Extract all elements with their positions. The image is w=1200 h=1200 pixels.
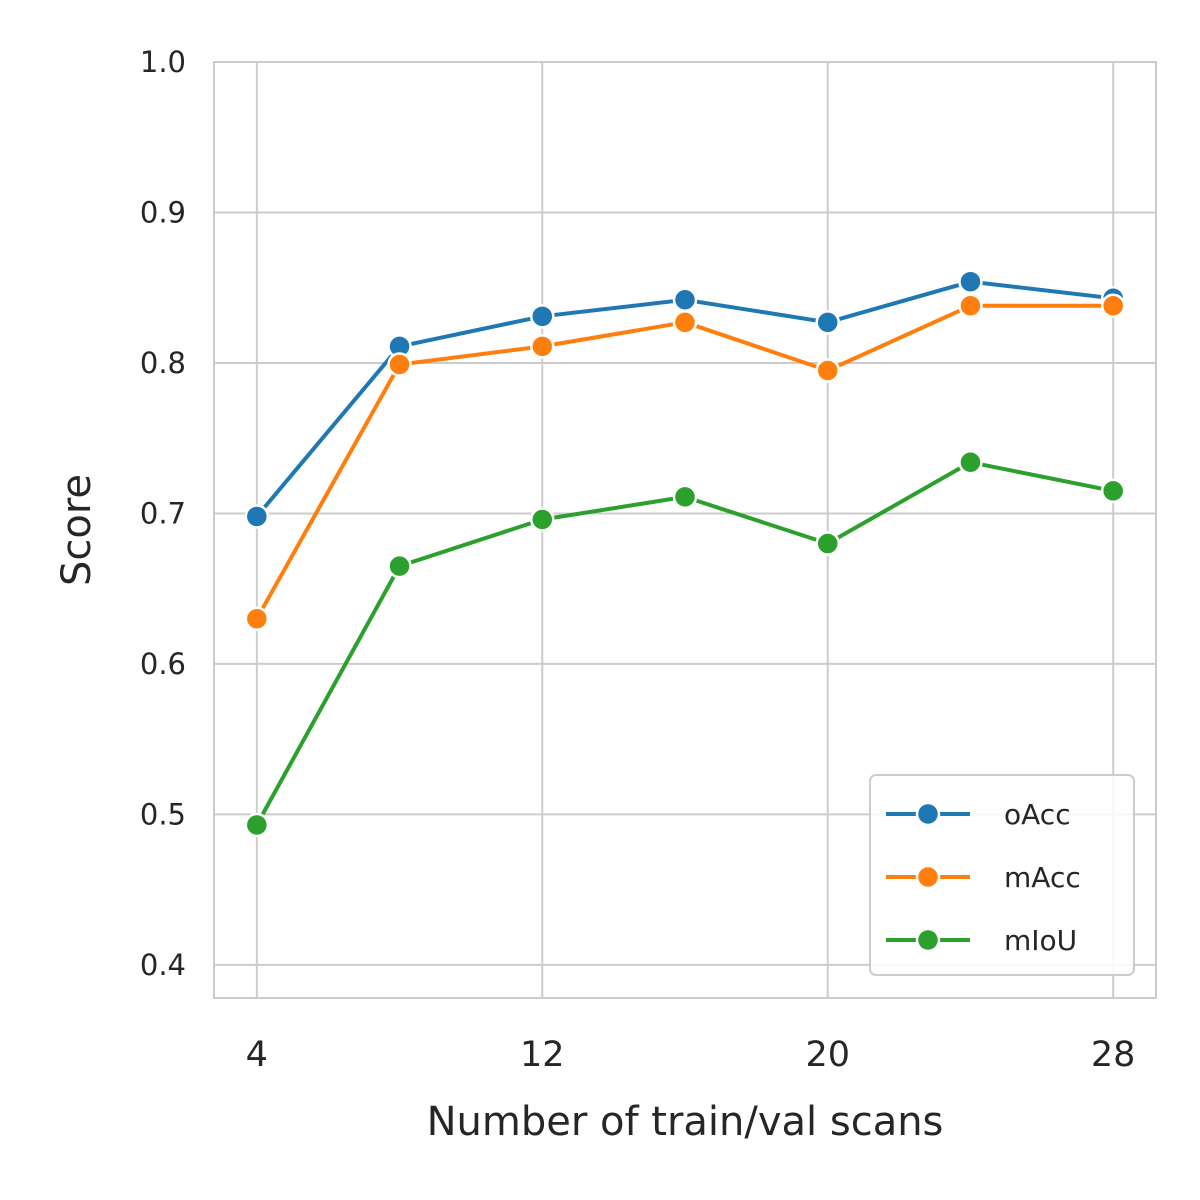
- data-point: [1100, 478, 1126, 504]
- y-axis-label: Score: [54, 474, 100, 586]
- legend-label: mIoU: [1004, 924, 1077, 957]
- legend-marker: [915, 864, 941, 890]
- data-point: [1100, 293, 1126, 319]
- data-point: [672, 484, 698, 510]
- series-miou: [244, 450, 1126, 838]
- y-tick-label: 0.8: [140, 346, 186, 380]
- legend-marker: [915, 927, 941, 953]
- legend-box: [869, 774, 1135, 976]
- x-tick-label: 4: [246, 1035, 268, 1075]
- data-point: [387, 352, 412, 377]
- y-axis-ticks: 0.4 0.5 0.6 0.7 0.8 0.9 1.0: [140, 45, 186, 982]
- x-axis-ticks: 4 12 20 28: [246, 1035, 1136, 1075]
- data-point: [530, 507, 555, 532]
- series-layer: [244, 269, 1126, 838]
- data-point: [244, 606, 270, 632]
- y-tick-label: 0.4: [140, 948, 186, 982]
- legend: oAcc mAcc mIoU: [869, 774, 1135, 976]
- legend-label: mAcc: [1004, 861, 1081, 894]
- y-tick-label: 0.7: [140, 496, 186, 530]
- x-axis-label: Number of train/val scans: [427, 1099, 944, 1145]
- y-tick-label: 0.5: [140, 797, 186, 831]
- legend-label: oAcc: [1004, 798, 1071, 831]
- data-point: [672, 310, 698, 335]
- y-tick-label: 0.9: [140, 195, 186, 229]
- data-point: [958, 269, 983, 294]
- data-point: [815, 310, 840, 335]
- data-point: [672, 287, 698, 313]
- legend-marker: [915, 801, 941, 827]
- legend-item-oacc: oAcc: [886, 798, 1071, 831]
- data-point: [530, 334, 555, 359]
- data-point: [815, 358, 840, 383]
- data-point: [244, 504, 270, 529]
- data-point: [958, 293, 983, 319]
- legend-item-macc: mAcc: [886, 861, 1081, 894]
- legend-item-miou: mIoU: [886, 924, 1077, 957]
- data-point: [387, 553, 412, 579]
- data-point: [958, 450, 983, 475]
- data-point: [530, 304, 555, 329]
- series-macc: [244, 293, 1126, 632]
- series-oacc: [244, 269, 1126, 529]
- x-tick-label: 12: [520, 1035, 565, 1075]
- y-tick-label: 1.0: [140, 45, 186, 79]
- plot-frame: [213, 61, 1157, 999]
- data-point: [815, 531, 840, 556]
- y-tick-label: 0.6: [140, 647, 186, 681]
- x-tick-label: 20: [805, 1035, 850, 1075]
- data-point: [244, 812, 270, 838]
- x-tick-label: 28: [1091, 1035, 1136, 1075]
